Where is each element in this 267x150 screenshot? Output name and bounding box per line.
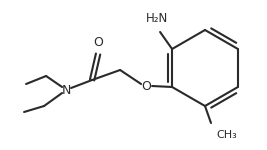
Text: N: N bbox=[61, 84, 71, 96]
Text: O: O bbox=[93, 36, 103, 49]
Text: CH₃: CH₃ bbox=[216, 130, 237, 140]
Text: H₂N: H₂N bbox=[146, 12, 168, 25]
Text: O: O bbox=[141, 80, 151, 93]
